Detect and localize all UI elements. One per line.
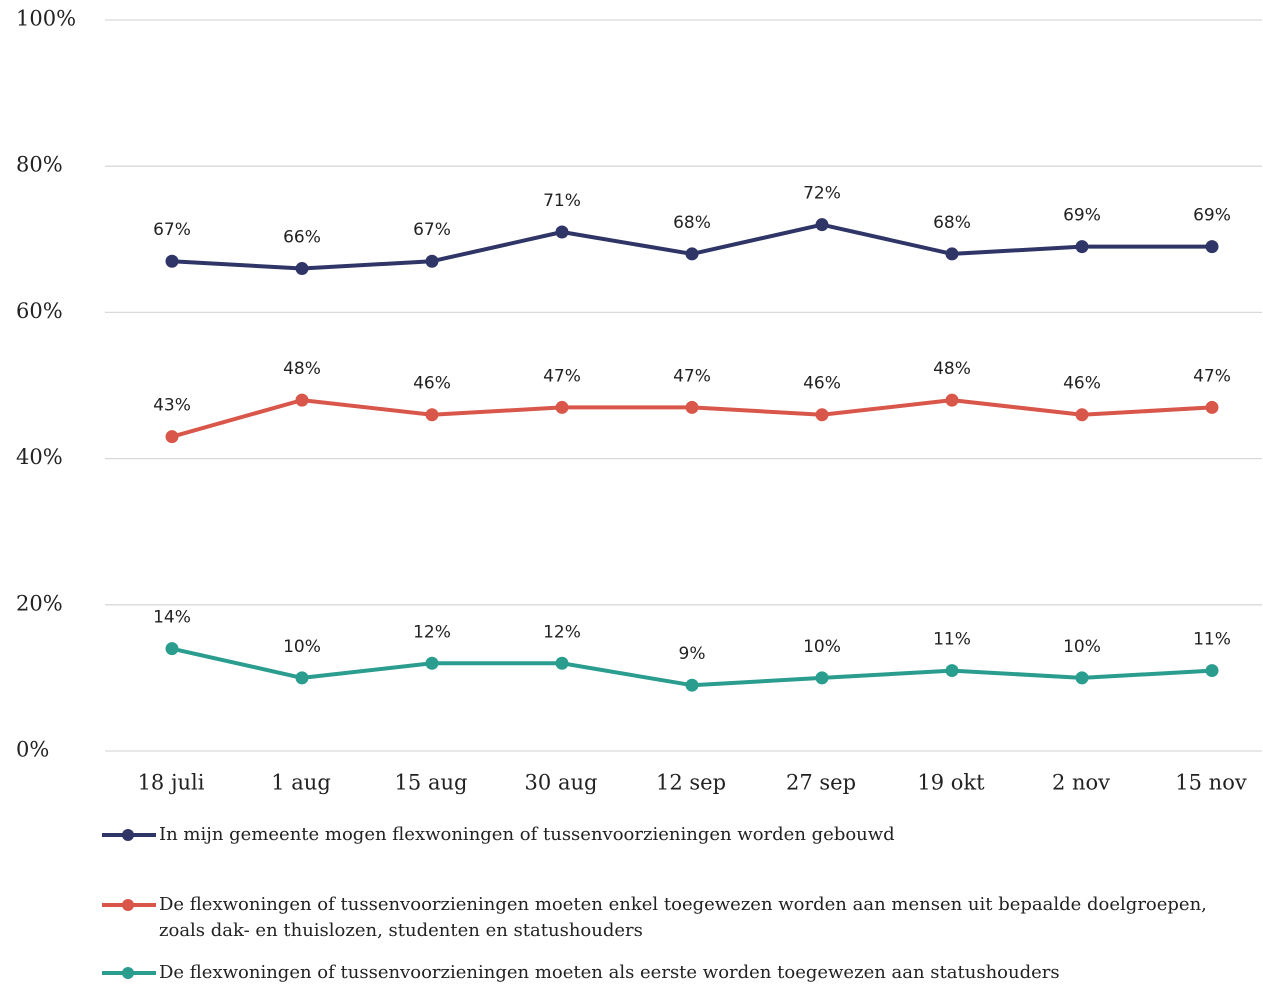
data-label: 11%	[1193, 630, 1231, 650]
data-label: 47%	[543, 366, 581, 386]
data-point	[685, 678, 699, 692]
data-point	[295, 393, 309, 407]
x-tick-label: 15 aug	[395, 771, 468, 795]
data-point	[945, 393, 959, 407]
data-label: 71%	[543, 191, 581, 211]
x-tick-label: 30 aug	[525, 771, 598, 795]
x-tick-label: 1 aug	[271, 771, 331, 795]
legend-dot	[122, 899, 134, 911]
data-label: 12%	[413, 622, 451, 642]
data-label: 46%	[1063, 374, 1101, 394]
data-label: 10%	[1063, 637, 1101, 657]
data-label: 12%	[543, 622, 581, 642]
data-label: 47%	[673, 366, 711, 386]
y-tick-label: 60%	[16, 299, 63, 323]
data-label: 48%	[283, 359, 321, 379]
data-label: 46%	[413, 374, 451, 394]
data-point	[555, 225, 569, 239]
data-point	[685, 400, 699, 414]
y-tick-label: 80%	[16, 153, 63, 177]
data-label: 43%	[153, 396, 191, 416]
data-point	[685, 247, 699, 261]
data-label: 14%	[153, 608, 191, 628]
data-label: 48%	[933, 359, 971, 379]
data-point	[295, 671, 309, 685]
data-label: 10%	[803, 637, 841, 657]
y-tick-label: 20%	[16, 591, 63, 615]
data-point	[425, 656, 439, 670]
x-tick-label: 18 juli	[138, 771, 205, 795]
x-tick-label: 2 nov	[1052, 771, 1110, 795]
data-point	[815, 671, 829, 685]
data-point	[165, 430, 179, 444]
data-label: 67%	[153, 220, 191, 240]
legend-label: In mijn gemeente mogen flexwoningen of t…	[159, 824, 895, 845]
data-label: 47%	[1193, 366, 1231, 386]
legend-marker	[102, 967, 156, 979]
data-point	[555, 400, 569, 414]
data-point	[1075, 671, 1089, 685]
data-point	[165, 642, 179, 656]
x-tick-label: 19 okt	[917, 771, 985, 795]
data-point	[555, 656, 569, 670]
data-point	[815, 218, 829, 232]
data-label: 66%	[283, 228, 321, 248]
data-label: 72%	[803, 184, 841, 204]
data-point	[1075, 240, 1089, 254]
legend-label: De flexwoningen of tussenvoorzieningen m…	[159, 962, 1060, 983]
data-label: 68%	[933, 213, 971, 233]
data-point	[1075, 408, 1089, 422]
legend-label: De flexwoningen of tussenvoorzieningen m…	[159, 894, 1207, 941]
data-label: 68%	[673, 213, 711, 233]
data-point	[1205, 240, 1219, 254]
data-label: 11%	[933, 630, 971, 650]
data-point	[425, 408, 439, 422]
legend-item: De flexwoningen of tussenvoorzieningen m…	[100, 960, 1240, 984]
data-label: 10%	[283, 637, 321, 657]
data-point	[1205, 664, 1219, 678]
data-point	[1205, 400, 1219, 414]
data-label: 69%	[1193, 206, 1231, 226]
data-point	[945, 664, 959, 678]
x-tick-label: 15 nov	[1175, 771, 1247, 795]
chart: 0% 20% 40% 60% 80% 100% 18 juli 1 aug 15 aug 30 a…	[16, 7, 1262, 795]
data-label: 46%	[803, 374, 841, 394]
legend-item: In mijn gemeente mogen flexwoningen of t…	[100, 822, 1240, 848]
data-label: 9%	[679, 644, 706, 664]
legend-marker	[102, 829, 156, 841]
data-point	[295, 262, 309, 276]
data-point	[425, 254, 439, 268]
legend-item: De flexwoningen of tussenvoorzieningen m…	[100, 892, 1240, 944]
x-tick-label: 12 sep	[656, 771, 726, 795]
data-point	[165, 254, 179, 268]
legend-dot	[122, 829, 134, 841]
legend-marker	[102, 899, 156, 911]
x-tick-label: 27 sep	[786, 771, 856, 795]
data-point	[815, 408, 829, 422]
legend-dot	[122, 967, 134, 979]
data-label: 69%	[1063, 206, 1101, 226]
y-tick-label: 100%	[16, 7, 76, 31]
data-label: 67%	[413, 220, 451, 240]
y-tick-label: 40%	[16, 445, 63, 469]
y-tick-label: 0%	[16, 738, 49, 762]
data-point	[945, 247, 959, 261]
